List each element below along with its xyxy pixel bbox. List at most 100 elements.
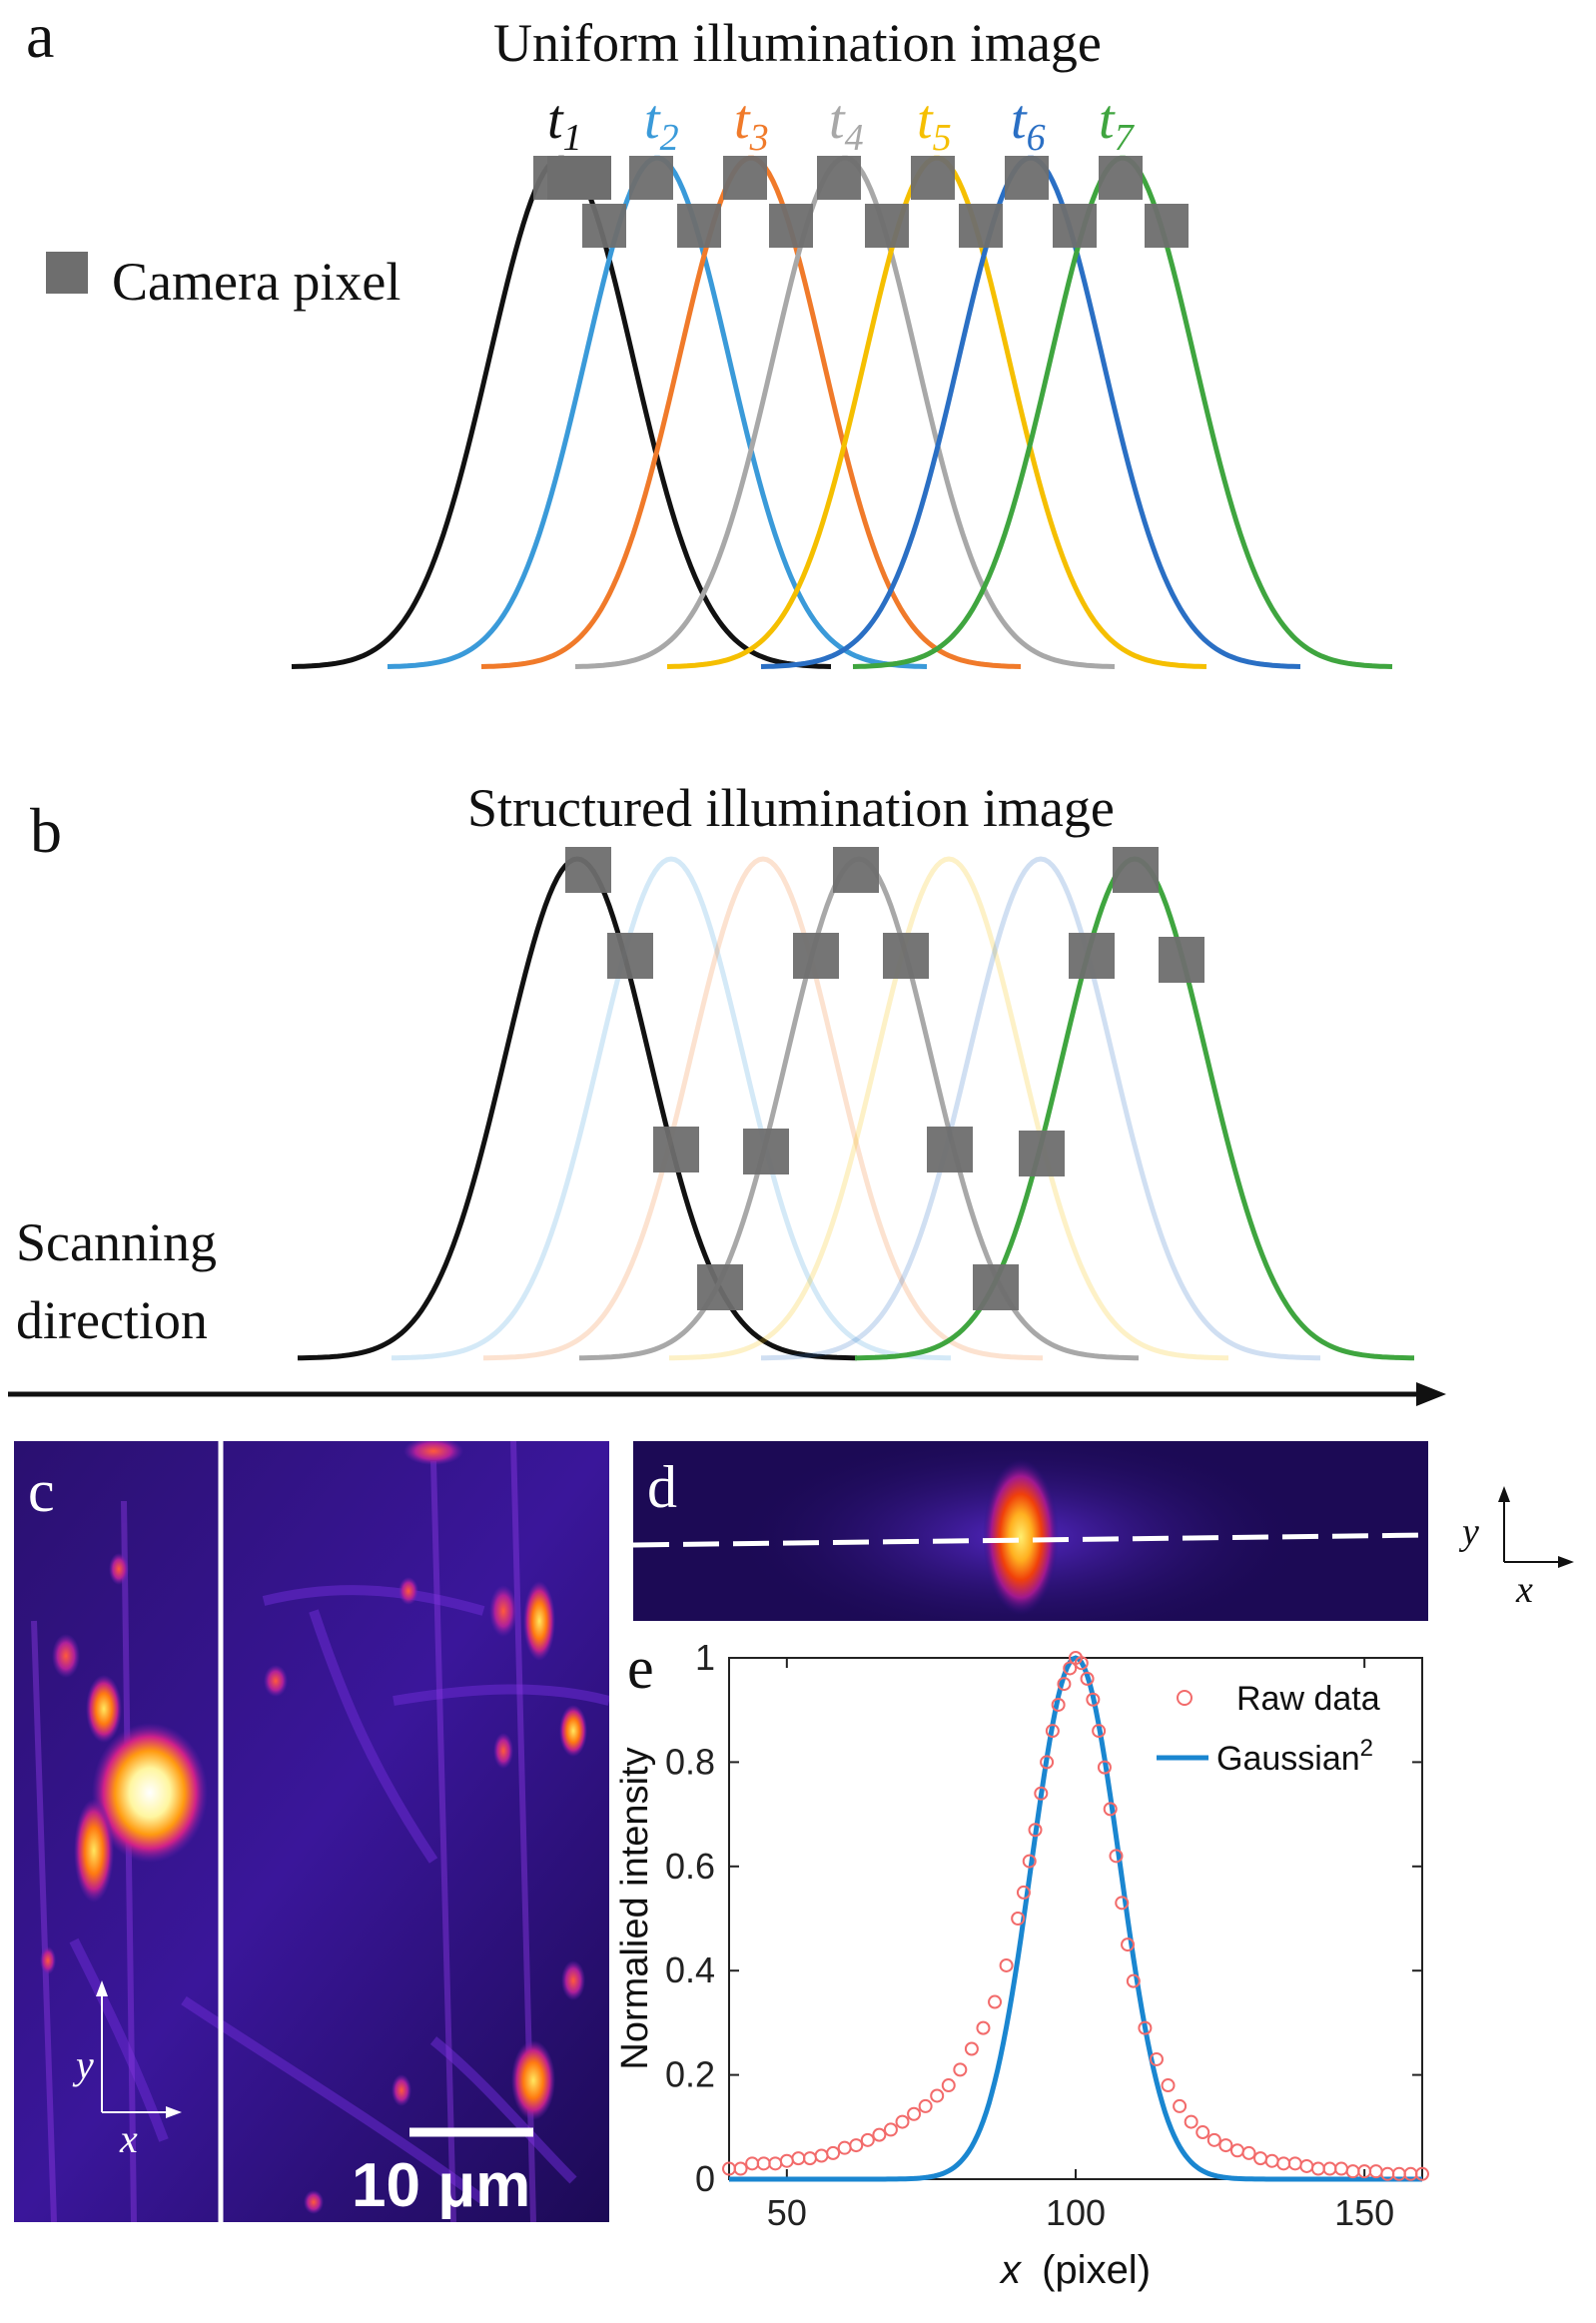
uniform-curves [291,155,1393,669]
panel-c-y-arrowhead [96,1980,108,1996]
raw-data-point [941,2078,956,2093]
raw-data-point [1161,2078,1176,2093]
bright-spot [523,1581,555,1661]
raw-data-point [1276,2156,1291,2171]
raw-data-point [1218,2138,1233,2153]
camera-pixel [927,1127,973,1172]
camera-pixel [865,204,909,248]
camera-pixel [582,204,626,248]
time-label-t1: t1 [547,89,582,159]
time-label-t3: t3 [734,89,769,159]
scanning-label-line2: direction [16,1290,208,1350]
raw-data-point [1028,1823,1043,1838]
structured-camera-pixels [565,847,1204,1310]
structured-curve-t2 [392,856,951,1361]
time-label-t7: t7 [1099,89,1136,159]
raw-data-point [1057,1677,1072,1692]
panel-a-illustration: t1 t2 t3 t4 t5 t6 t7 Camera pixel [46,89,1393,669]
raw-data-point [1115,1896,1130,1911]
camera-pixel [629,156,673,200]
camera-pixel [769,204,813,248]
time-label-subscript: 7 [1115,117,1136,159]
chart-ticks: 50 100 150 0 0.2 0.4 0.6 0.8 1 [665,1638,1422,2233]
panel-d-profile-line [633,1532,1428,1548]
panel-d-x-arrowhead [1558,1556,1574,1568]
camera-pixel [547,156,611,200]
camera-pixel [833,847,879,893]
raw-data-point [1045,1724,1060,1739]
raw-data-point [918,2098,933,2113]
camera-pixel [1005,156,1049,200]
camera-pixel [911,156,955,200]
time-label-subscript: 2 [660,117,679,159]
bright-spot [399,1577,418,1605]
camera-pixel [883,933,929,979]
uniform-curve-t4 [574,155,1116,669]
raw-data-point [1086,1692,1101,1707]
raw-data-point [999,1957,1014,1972]
panel-b-illustration: Scanning direction [8,847,1446,1406]
bright-spot [511,2040,555,2120]
structured-curve-t3 [483,856,1043,1361]
bright-spot [493,1733,513,1769]
camera-pixel [607,933,653,979]
scale-bar-label: 10 μm [352,2151,530,2220]
camera-pixel [677,204,721,248]
raw-data-point [837,2140,852,2155]
camera-pixel [697,1264,743,1310]
raw-data-point [1092,1724,1107,1739]
raw-data-point [791,2151,806,2166]
time-label-t4: t4 [829,89,864,159]
raw-data-point [1229,2143,1244,2158]
camera-pixel [1099,156,1143,200]
chart-legend: Raw data Gaussian2 [1157,1680,1380,1778]
structured-curves [298,856,1414,1361]
raw-data-point [1149,2051,1164,2066]
raw-data-point [1415,2166,1429,2181]
panel-c-image: y x 10 μm c [14,1441,609,2222]
time-label-subscript: 1 [563,117,582,159]
raw-data-point [1241,2145,1256,2160]
uniform-curve-t2 [387,155,928,669]
raw-data-point [964,2041,979,2056]
uniform-curve-t6 [760,155,1301,669]
time-label-t6: t6 [1011,89,1046,159]
time-labels: t1 t2 t3 t4 t5 t6 t7 [547,89,1136,159]
bright-spot [304,2190,324,2214]
raw-data-point [745,2156,760,2171]
raw-data-point [1345,2164,1360,2179]
bright-spot [264,1665,288,1697]
raw-data-point [779,2153,794,2168]
raw-data-point [1121,1937,1136,1952]
raw-data-point [1040,1755,1055,1770]
time-label-t2: t2 [644,89,679,159]
panel-d-y-arrowhead [1498,1486,1510,1502]
panel-d-spot [983,1459,1059,1615]
structured-curve-t5 [669,856,1228,1361]
raw-data-point [872,2127,887,2142]
x-tick-label: 150 [1334,2192,1394,2233]
uniform-curve-t3 [480,155,1022,669]
bright-spot [40,1946,56,1974]
raw-data-point [1287,2156,1302,2171]
raw-data-point [860,2132,875,2147]
panel-c-y-label: y [72,2042,94,2087]
raw-data-point [826,2145,841,2160]
chart-x-label: x (pixel) [999,2248,1151,2292]
uniform-camera-pixels [533,156,1189,248]
raw-data-point [1173,2098,1188,2113]
raw-data-point [1206,2132,1221,2147]
raw-data-point [895,2114,910,2129]
chart-x-label-italic: x [999,2248,1023,2292]
bright-spot [561,1960,585,2000]
legend-gaussian-label: Gaussian2 [1216,1735,1373,1778]
chart-y-label: Normalied intensity [614,1747,656,2069]
y-tick-label: 0.8 [665,1741,715,1782]
panel-d-letter: d [647,1454,677,1520]
raw-data-point [1063,1661,1078,1676]
scanning-label-line1: Scanning [16,1212,217,1272]
camera-pixel [1019,1131,1065,1176]
raw-data-point [1016,1885,1031,1900]
raw-data-point [756,2156,771,2171]
raw-data-point [1051,1697,1066,1712]
